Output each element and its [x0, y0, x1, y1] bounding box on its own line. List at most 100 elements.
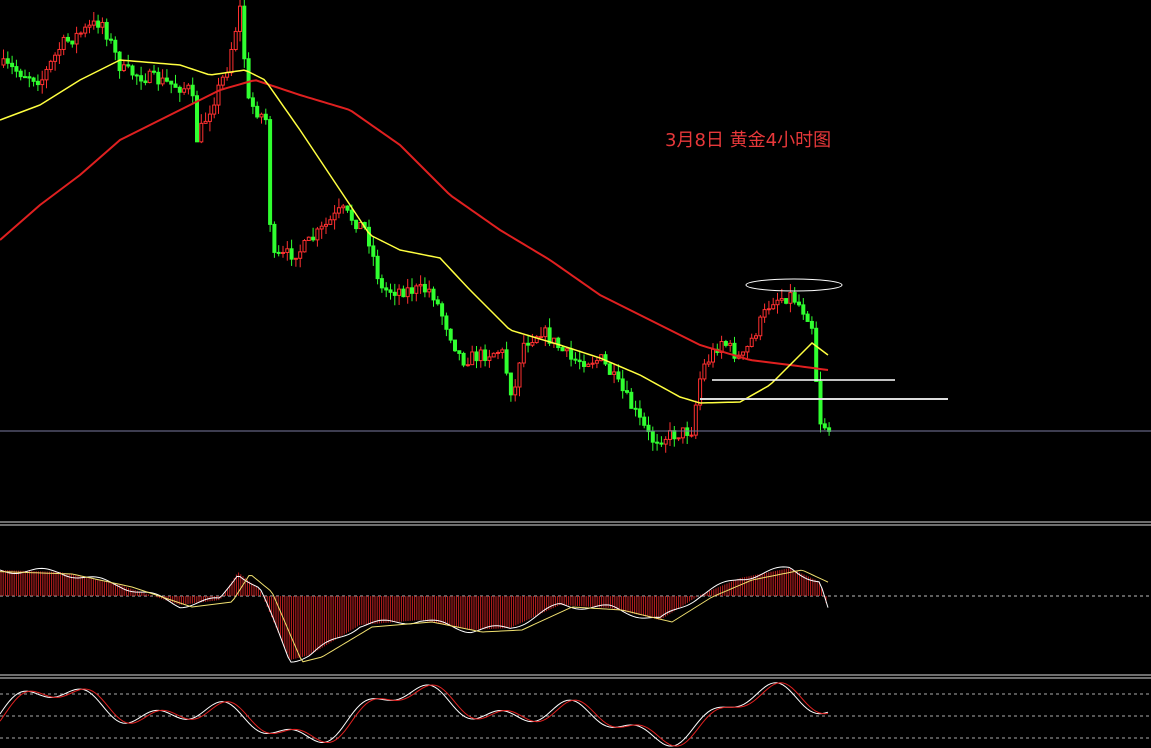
- candle-body: [87, 24, 92, 28]
- candle-body: [113, 39, 118, 53]
- candle-body: [612, 371, 617, 375]
- candle-body: [328, 219, 333, 225]
- candle-body: [14, 66, 19, 72]
- candle-body: [57, 48, 62, 56]
- macd-panel: [0, 566, 829, 663]
- candle-body: [728, 342, 733, 346]
- candle-body: [465, 364, 470, 367]
- candle-body: [547, 327, 552, 344]
- candle-body: [491, 352, 496, 358]
- candle-body: [586, 363, 591, 367]
- candle-body: [513, 386, 518, 396]
- candle-body: [706, 361, 711, 365]
- candle-body: [354, 219, 359, 230]
- chart-title: 3月8日 黄金4小时图: [665, 130, 831, 151]
- candle-body: [212, 104, 217, 115]
- candle-body: [220, 76, 225, 86]
- candle-body: [470, 351, 475, 366]
- candle-body: [797, 301, 801, 306]
- candle-body: [195, 95, 199, 143]
- candle-body: [349, 209, 354, 221]
- candle-body: [784, 298, 789, 304]
- candle-body: [298, 251, 303, 259]
- candle-body: [109, 38, 113, 41]
- candle-body: [431, 288, 436, 301]
- candle-body: [801, 304, 806, 315]
- candle-body: [190, 84, 195, 97]
- candle-body: [246, 58, 251, 99]
- candle-body: [276, 251, 281, 254]
- candle-body: [564, 348, 569, 352]
- candle-body: [281, 251, 285, 254]
- candle-body: [711, 348, 715, 363]
- candle-body: [371, 245, 376, 257]
- candle-body: [152, 70, 156, 73]
- moving-average-fast: [0, 59, 829, 404]
- candle-body: [332, 212, 337, 221]
- candle-body: [216, 84, 221, 106]
- candle-body: [410, 287, 414, 294]
- candle-body: [388, 289, 393, 293]
- candle-body: [250, 97, 255, 107]
- candle-body: [173, 83, 178, 88]
- oscillator-panel: [0, 682, 829, 747]
- top-marker: [745, 278, 843, 292]
- candle-body: [126, 64, 131, 67]
- candle-body: [35, 80, 40, 86]
- candle-body: [642, 416, 647, 426]
- candle-body: [229, 48, 234, 74]
- candle-body: [698, 378, 703, 406]
- candle-body: [91, 20, 96, 26]
- candle-body: [427, 288, 432, 293]
- candle-body: [629, 391, 634, 409]
- candle-body: [100, 21, 105, 28]
- candle-body: [775, 299, 780, 306]
- candle-body: [156, 71, 161, 85]
- candle-body: [147, 70, 152, 84]
- candle-body: [27, 76, 32, 79]
- candle-body: [504, 349, 509, 374]
- candle-body: [263, 113, 268, 121]
- candle-body: [379, 278, 384, 289]
- candle-body: [319, 225, 324, 230]
- candle-body: [508, 372, 513, 396]
- candle-body: [242, 5, 247, 60]
- oscillator-d: [0, 682, 829, 747]
- candle-body: [543, 327, 548, 338]
- candle-body: [754, 335, 758, 339]
- candle-body: [534, 336, 539, 344]
- candle-body: [83, 26, 88, 34]
- candle-body: [44, 68, 49, 81]
- candle-body: [238, 5, 242, 32]
- candle-body: [40, 79, 45, 86]
- candle-body: [405, 287, 410, 298]
- candle-body: [341, 205, 346, 209]
- candle-body: [474, 351, 479, 362]
- candle-body: [418, 283, 423, 287]
- candle-body: [655, 441, 660, 444]
- candle-body: [289, 248, 294, 260]
- candle-body: [625, 390, 629, 393]
- candle-body: [590, 362, 595, 365]
- candle-body: [594, 360, 599, 364]
- candle-body: [668, 430, 672, 440]
- candle-body: [646, 424, 651, 433]
- candle-body: [792, 292, 797, 303]
- candle-body: [758, 316, 763, 337]
- candle-body: [233, 30, 238, 50]
- candle-body: [822, 423, 827, 429]
- candle-body: [306, 236, 311, 242]
- candle-body: [285, 248, 290, 253]
- candle-body: [375, 255, 380, 280]
- candle-body: [663, 438, 668, 445]
- candle-body: [23, 76, 27, 79]
- candle-body: [732, 342, 737, 359]
- candle-body: [457, 350, 462, 354]
- candle-body: [48, 60, 53, 70]
- candle-body: [577, 359, 582, 363]
- candle-body: [672, 430, 677, 440]
- candle-body: [134, 74, 139, 77]
- candle-body: [61, 36, 66, 50]
- candle-body: [272, 223, 277, 253]
